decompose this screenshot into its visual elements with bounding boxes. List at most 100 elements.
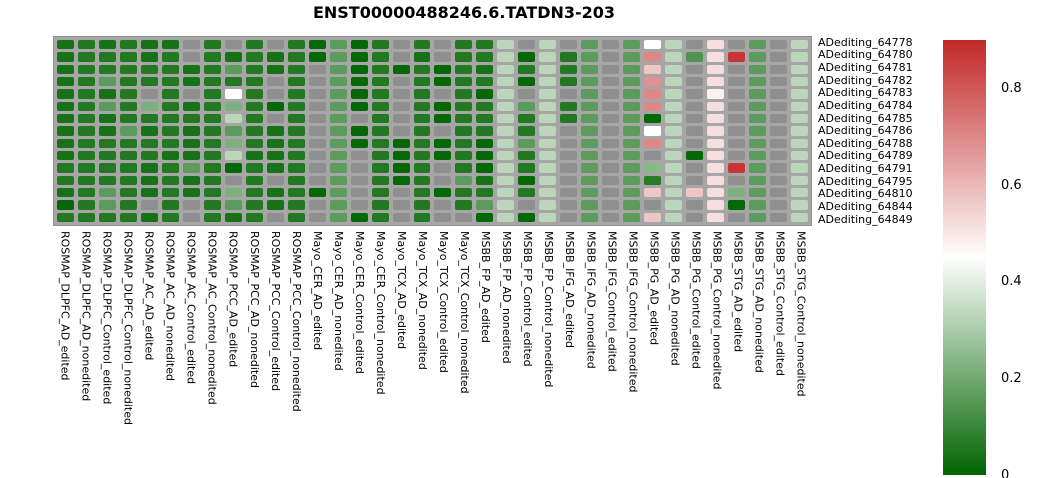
heatmap-cell xyxy=(224,52,242,62)
heatmap-cell xyxy=(728,200,746,210)
heatmap-cell xyxy=(203,52,221,62)
heatmap-cell xyxy=(287,163,305,173)
heatmap-cell xyxy=(686,101,704,111)
heatmap-cell xyxy=(98,126,116,136)
heatmap-cell xyxy=(224,40,242,50)
heatmap-cell xyxy=(371,89,389,99)
heatmap-cell xyxy=(728,89,746,99)
heatmap-cell xyxy=(203,200,221,210)
heatmap-cell xyxy=(770,40,788,50)
heatmap-cell xyxy=(140,52,158,62)
heatmap-cell xyxy=(686,212,704,222)
heatmap-cell xyxy=(371,187,389,198)
heatmap-cell xyxy=(140,212,158,222)
heatmap-cell xyxy=(287,40,305,50)
heatmap-cell xyxy=(455,212,473,222)
heatmap-cell xyxy=(476,76,494,87)
heatmap-cell xyxy=(791,76,808,87)
col-label: Mayo_CER_Control_nonedited xyxy=(373,231,387,395)
heatmap-cell xyxy=(413,52,431,62)
heatmap-cell xyxy=(539,40,557,50)
heatmap-cell xyxy=(371,200,389,210)
heatmap-cell xyxy=(350,150,368,161)
heatmap-cell xyxy=(161,175,179,185)
heatmap-cell xyxy=(203,40,221,50)
heatmap-cell xyxy=(245,113,263,124)
heatmap-cell xyxy=(287,113,305,124)
heatmap-cell xyxy=(413,138,431,148)
heatmap-cell xyxy=(560,64,578,74)
heatmap-cell xyxy=(308,101,326,111)
heatmap-cell xyxy=(455,163,473,173)
heatmap-cell xyxy=(140,113,158,124)
heatmap-cell xyxy=(539,52,557,62)
heatmap-cell xyxy=(707,64,725,74)
heatmap-cell xyxy=(497,76,515,87)
heatmap-cell xyxy=(707,101,725,111)
heatmap-cell xyxy=(749,212,767,222)
heatmap-cell xyxy=(350,175,368,185)
row-label: ADediting_64784 xyxy=(818,98,913,112)
row-label: ADediting_64788 xyxy=(818,136,913,150)
heatmap-cell xyxy=(287,187,305,198)
heatmap-cell xyxy=(602,175,620,185)
heatmap-cell xyxy=(455,101,473,111)
heatmap-cell xyxy=(392,40,410,50)
heatmap-cell xyxy=(57,126,74,136)
heatmap-cell xyxy=(329,89,347,99)
heatmap-cell xyxy=(665,64,683,74)
heatmap-cell xyxy=(350,200,368,210)
heatmap-cell xyxy=(392,150,410,161)
heatmap-cell xyxy=(602,187,620,198)
heatmap-cell xyxy=(665,126,683,136)
col-label: ROSMAP_DLPFC_AD_nonedited xyxy=(79,231,93,402)
heatmap-cell xyxy=(665,150,683,161)
heatmap-cell xyxy=(266,187,284,198)
col-label: Mayo_CER_AD_edited xyxy=(310,231,324,351)
heatmap-cell xyxy=(266,150,284,161)
heatmap-cell xyxy=(602,89,620,99)
heatmap-cell xyxy=(770,113,788,124)
heatmap-cell xyxy=(791,101,808,111)
heatmap-cell xyxy=(161,150,179,161)
heatmap-cell xyxy=(161,212,179,222)
heatmap-cell xyxy=(140,150,158,161)
heatmap-cell xyxy=(728,163,746,173)
heatmap-cell xyxy=(57,113,74,124)
heatmap-cell xyxy=(57,89,74,99)
heatmap-cell xyxy=(224,175,242,185)
heatmap-cell xyxy=(770,175,788,185)
heatmap-cell xyxy=(476,113,494,124)
row-label: ADediting_64791 xyxy=(818,162,913,176)
heatmap-cell xyxy=(623,126,641,136)
heatmap-cell xyxy=(434,64,452,74)
heatmap-cell xyxy=(539,187,557,198)
heatmap-cell xyxy=(308,126,326,136)
heatmap-cell xyxy=(57,175,74,185)
heatmap-cell xyxy=(728,40,746,50)
heatmap-cell xyxy=(539,113,557,124)
heatmap-cell xyxy=(308,76,326,87)
heatmap-cell xyxy=(728,64,746,74)
heatmap-cell xyxy=(602,150,620,161)
heatmap-cell xyxy=(266,101,284,111)
heatmap-cell xyxy=(434,126,452,136)
heatmap-cell xyxy=(203,89,221,99)
heatmap-cell xyxy=(392,52,410,62)
heatmap-cell xyxy=(749,76,767,87)
heatmap-cell xyxy=(203,212,221,222)
heatmap-cell xyxy=(77,212,95,222)
heatmap-cell xyxy=(161,40,179,50)
heatmap-cell xyxy=(413,113,431,124)
heatmap-cell xyxy=(560,40,578,50)
heatmap-cell xyxy=(455,175,473,185)
heatmap-cell xyxy=(560,212,578,222)
heatmap-cell xyxy=(623,200,641,210)
heatmap-cell xyxy=(392,101,410,111)
heatmap-cell xyxy=(140,76,158,87)
heatmap-cell xyxy=(140,101,158,111)
heatmap-cell xyxy=(182,175,200,185)
heatmap-cell xyxy=(371,163,389,173)
heatmap-cell xyxy=(77,200,95,210)
heatmap-cell xyxy=(518,52,536,62)
